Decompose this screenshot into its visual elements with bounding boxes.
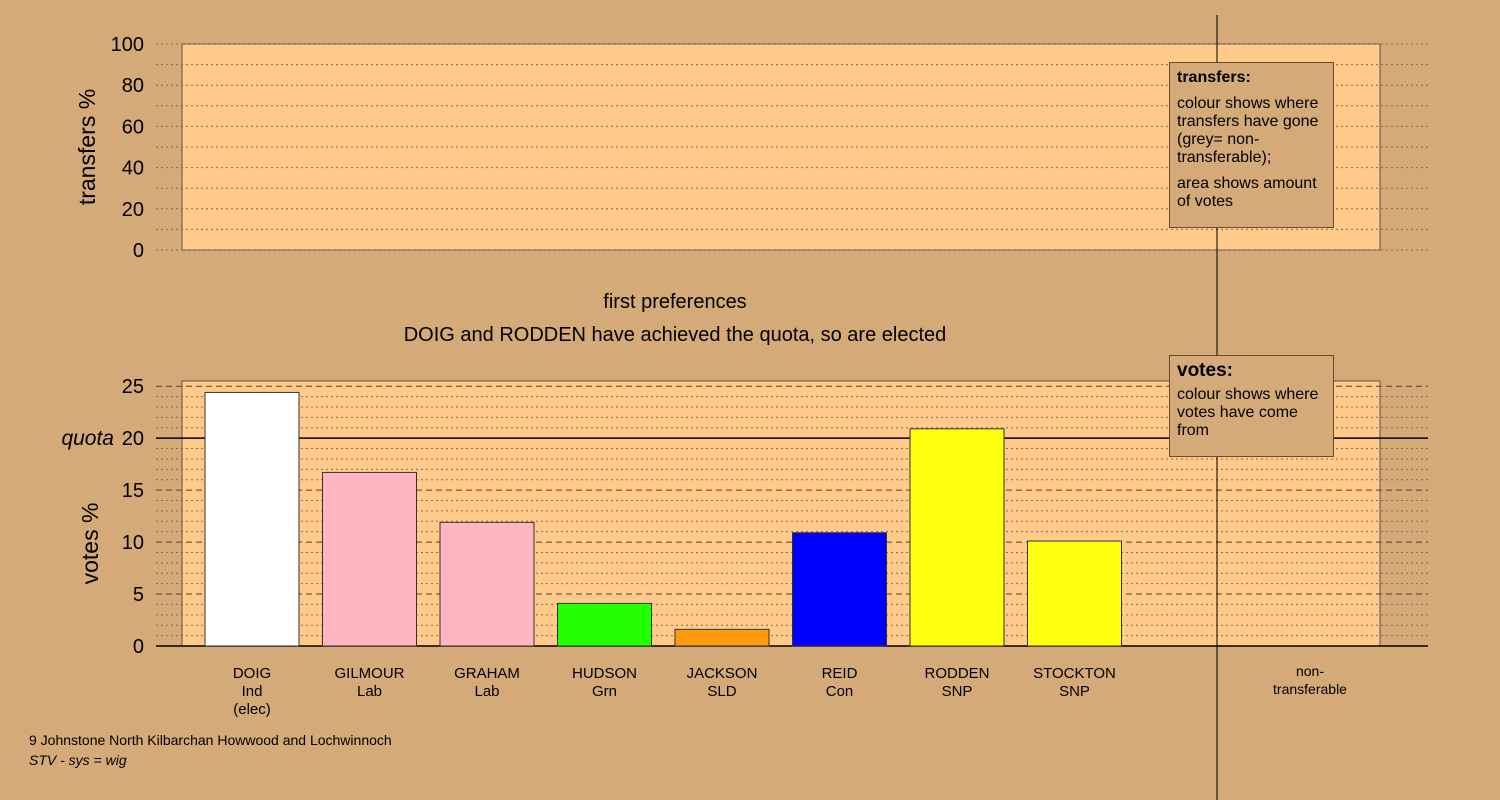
vote-bar: [909, 428, 1005, 647]
candidate-label-line: JACKSON: [687, 665, 758, 682]
transfers-tick-label: 20: [122, 199, 144, 221]
candidate-label: RODDEN SNP: [924, 665, 989, 700]
candidate-label-line: DOIG: [233, 665, 271, 682]
candidate-label-line: GILMOUR: [334, 665, 404, 682]
transfers-axis-label: transfers %: [74, 89, 100, 205]
nontransferable-label: non-transferable: [1273, 663, 1347, 697]
transfers-tick-label: 40: [122, 158, 144, 180]
candidate-label-line: SLD: [707, 683, 736, 700]
transfers-tick-label: 0: [133, 240, 144, 262]
vote-bar: [557, 602, 652, 647]
votes-legend-text: colour shows where votes have come from: [1177, 386, 1319, 439]
vote-bar: [204, 391, 300, 647]
vote-bar: [322, 471, 417, 647]
candidate-label-line: RODDEN: [924, 665, 989, 682]
candidate-label-line: Grn: [592, 683, 617, 700]
votes-tick-label: 0: [133, 636, 144, 658]
vote-bar: [792, 532, 887, 647]
candidate-label-line: Lab: [357, 683, 382, 700]
candidate-label: JACKSON SLD: [687, 665, 758, 700]
votes-tick-label: 5: [133, 584, 144, 606]
vote-bar: [1027, 540, 1122, 647]
system-note: STV - sys = wig: [29, 752, 127, 768]
votes-tick-label: 20: [122, 428, 144, 450]
nontransferable-label-line: non-: [1296, 663, 1324, 679]
candidate-label-line: REID: [822, 665, 858, 682]
candidate-label-line: STOCKTON: [1033, 665, 1116, 682]
votes-tick-label: 10: [122, 532, 144, 554]
candidate-label: REID Con: [822, 665, 858, 700]
vote-bar: [674, 628, 770, 647]
votes-tick-label: 15: [122, 480, 144, 502]
transfers-legend-title: transfers:: [1177, 69, 1251, 86]
candidate-label-line: Lab: [474, 683, 499, 700]
stage-title: first preferences: [603, 291, 747, 313]
votes-tick-label: 25: [122, 376, 144, 398]
candidate-label: GRAHAM Lab: [454, 665, 520, 700]
votes-legend: votes: colour shows where votes have com…: [1169, 355, 1334, 457]
transfers-legend-area-text: area shows amount of votes: [1177, 175, 1317, 210]
quota-label: quota: [61, 427, 114, 450]
votes-legend-title: votes:: [1177, 360, 1233, 381]
candidate-label: GILMOUR Lab: [334, 665, 404, 700]
candidate-label-line: HUDSON: [572, 665, 637, 682]
candidate-label-line: (elec): [233, 701, 271, 718]
votes-panel: 0 5 10 15 20 25 quota votes % DOIG Ind (elec) GILMO…: [61, 376, 1428, 718]
candidate-label: STOCKTON SNP: [1033, 665, 1116, 700]
transfers-tick-label: 100: [111, 34, 144, 56]
candidate-label-line: GRAHAM: [454, 665, 520, 682]
transfers-legend: transfers: colour shows where transfers …: [1169, 62, 1334, 228]
candidate-label: DOIG Ind (elec): [233, 665, 271, 718]
transfers-legend-text: colour shows where transfers have gone (…: [1177, 95, 1319, 166]
transfers-tick-label: 60: [122, 116, 144, 138]
candidate-label: HUDSON Grn: [572, 665, 637, 700]
candidate-label-line: Con: [826, 683, 854, 700]
votes-axis-label: votes %: [77, 503, 103, 585]
vote-bar: [439, 521, 535, 647]
constituency-name: 9 Johnstone North Kilbarchan Howwood and…: [29, 732, 392, 748]
candidate-label-line: Ind: [242, 683, 263, 700]
nontransferable-label-line: transferable: [1273, 681, 1347, 697]
candidate-label-line: SNP: [1059, 683, 1090, 700]
stage-message: DOIG and RODDEN have achieved the quota,…: [403, 324, 947, 346]
transfers-tick-label: 80: [122, 75, 144, 97]
candidate-label-line: SNP: [942, 683, 973, 700]
